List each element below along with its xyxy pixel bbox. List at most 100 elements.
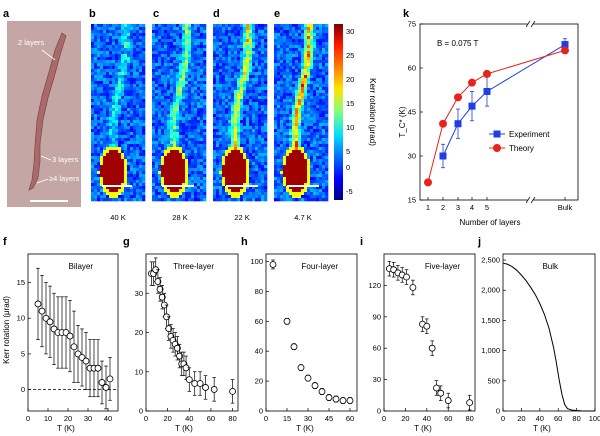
data-point — [283, 317, 291, 325]
xtick-label: 80 — [572, 414, 580, 423]
annotation-3-layers: 3 layers — [52, 155, 79, 164]
panel-label-g: g — [123, 236, 130, 248]
temp-label-b: 40 K — [110, 213, 125, 222]
k-series-line — [442, 44, 566, 157]
ytick-label: 80 — [255, 287, 263, 296]
data-point — [176, 352, 183, 360]
f-ylabel: Kerr rotation (μrad) — [2, 296, 11, 364]
panel-g: g Three-layer T (K) 0 20 40 60 80 0 10 20 30 — [123, 236, 239, 433]
data-point — [106, 375, 114, 383]
k-series-line — [427, 49, 566, 183]
colorbar-tick: 30 — [346, 27, 354, 36]
xtick-label: 10 — [44, 414, 52, 423]
k-ytick-label: 75 — [408, 20, 416, 29]
k-point-theory — [561, 46, 569, 55]
panel-a: a 2 layers 3 layers ≥4 layers — [3, 8, 81, 207]
annotation-2-layers: 2 layers — [18, 38, 45, 47]
axis-break-mark — [525, 196, 531, 204]
xtick-label: 100 — [589, 414, 600, 423]
panel-b: b 40 K — [89, 8, 146, 222]
k-point-theory — [439, 119, 447, 128]
panel-c: c 28 K — [152, 8, 207, 222]
legend-marker-theory — [493, 144, 501, 152]
ytick-label: 20 — [255, 377, 263, 386]
ytick-label: 100 — [250, 257, 263, 266]
k-xtick-label: 2 — [441, 203, 445, 212]
data-point — [210, 386, 218, 393]
panel-label-k: k — [403, 8, 410, 20]
data-point — [158, 293, 166, 301]
xtick-label: 80 — [465, 414, 473, 423]
ytick-label: 10 — [135, 367, 143, 376]
panel-label-e: e — [274, 8, 280, 20]
temp-label-e: 4.7 K — [294, 213, 312, 222]
data-point — [339, 397, 347, 404]
kerr-map-d — [213, 24, 268, 202]
k-point-experiment — [561, 41, 569, 49]
ytick-label: 0 — [21, 385, 25, 394]
k-ylabel: T_C* (K) — [398, 106, 407, 137]
panel-d: d 22 K — [213, 8, 268, 222]
xtick-label: 0 — [501, 414, 505, 423]
ytick-label: 10 — [17, 314, 25, 323]
k-point-experiment — [454, 120, 462, 128]
data-point — [437, 389, 445, 397]
ytick-label: 90 — [373, 312, 381, 321]
k-point-experiment — [483, 87, 491, 95]
colorbar-gradient — [334, 24, 343, 200]
kerr-map-c — [152, 24, 207, 202]
kerr-map-e — [274, 24, 329, 202]
k-xtick-label: 1 — [426, 203, 430, 212]
panel-label-i: i — [360, 236, 363, 248]
ytick-label: 20 — [135, 328, 143, 337]
data-point — [156, 285, 164, 293]
xtick-label: 60 — [207, 414, 215, 423]
k-ytick-label: 30 — [408, 152, 416, 161]
k-xlabel: Number of layers — [460, 218, 521, 227]
panel-label-c: c — [153, 8, 159, 20]
colorbar: 30 25 20 15 10 5 0 -5 Kerr rotation (μra… — [334, 24, 377, 200]
kerr-maps: b 40 K c 28 K d 22 K e 4.7 K — [89, 8, 329, 222]
ytick-label: 1,000 — [481, 346, 500, 355]
xtick-label: 40 — [536, 414, 544, 423]
colorbar-tick: 0 — [346, 163, 350, 172]
ytick-label: 5 — [21, 349, 25, 358]
axis-break-mark — [525, 20, 531, 28]
xtick-label: 15 — [283, 414, 291, 423]
plot-frame — [27, 253, 119, 412]
k-point-theory — [454, 93, 462, 102]
plot-frame — [502, 253, 596, 412]
data-point — [38, 307, 46, 315]
k-ytick-label: 15 — [408, 196, 416, 205]
axis-break-gap — [528, 21, 533, 27]
xtick-label: 40 — [104, 414, 112, 423]
panel-h: h Four-layer T (K) 0 15 30 45 60 0 20 40 60 80 100 — [241, 236, 358, 433]
ytick-label: 40 — [255, 347, 263, 356]
data-point — [98, 379, 106, 386]
colorbar-tick: -5 — [346, 187, 353, 196]
panel-i: i Five-layer T (K) 0 20 40 60 80 0 30 60 90 120 — [360, 236, 476, 433]
data-point — [318, 388, 326, 395]
xtick-label: 0 — [144, 414, 148, 423]
i-xlabel: T (K) — [414, 424, 432, 433]
xtick-label: 80 — [228, 414, 236, 423]
xtick-label: 20 — [64, 414, 72, 423]
j-xlabel: T (K) — [533, 424, 551, 433]
xtick-label: 40 — [423, 414, 431, 423]
data-point — [304, 374, 312, 382]
colorbar-title: Kerr rotation (μrad) — [368, 78, 377, 146]
colorbar-tick: 5 — [346, 147, 350, 156]
bulk-kerr-curve — [502, 262, 596, 412]
arrow-2-layers — [41, 49, 56, 61]
xtick-label: 20 — [163, 414, 171, 423]
temp-label-c: 28 K — [172, 213, 187, 222]
axis-break-gap — [528, 197, 533, 203]
axis-break-mark — [530, 196, 536, 204]
panel-label-a: a — [3, 8, 10, 20]
panel-k: k B = 0.075 T T_C* (K) Number of layers … — [398, 8, 579, 227]
panel-title-j: Bulk — [542, 262, 559, 271]
data-point — [202, 384, 209, 391]
ytick-label: 2,500 — [481, 256, 500, 265]
data-point — [297, 364, 305, 372]
colorbar-tick: 25 — [346, 51, 354, 60]
